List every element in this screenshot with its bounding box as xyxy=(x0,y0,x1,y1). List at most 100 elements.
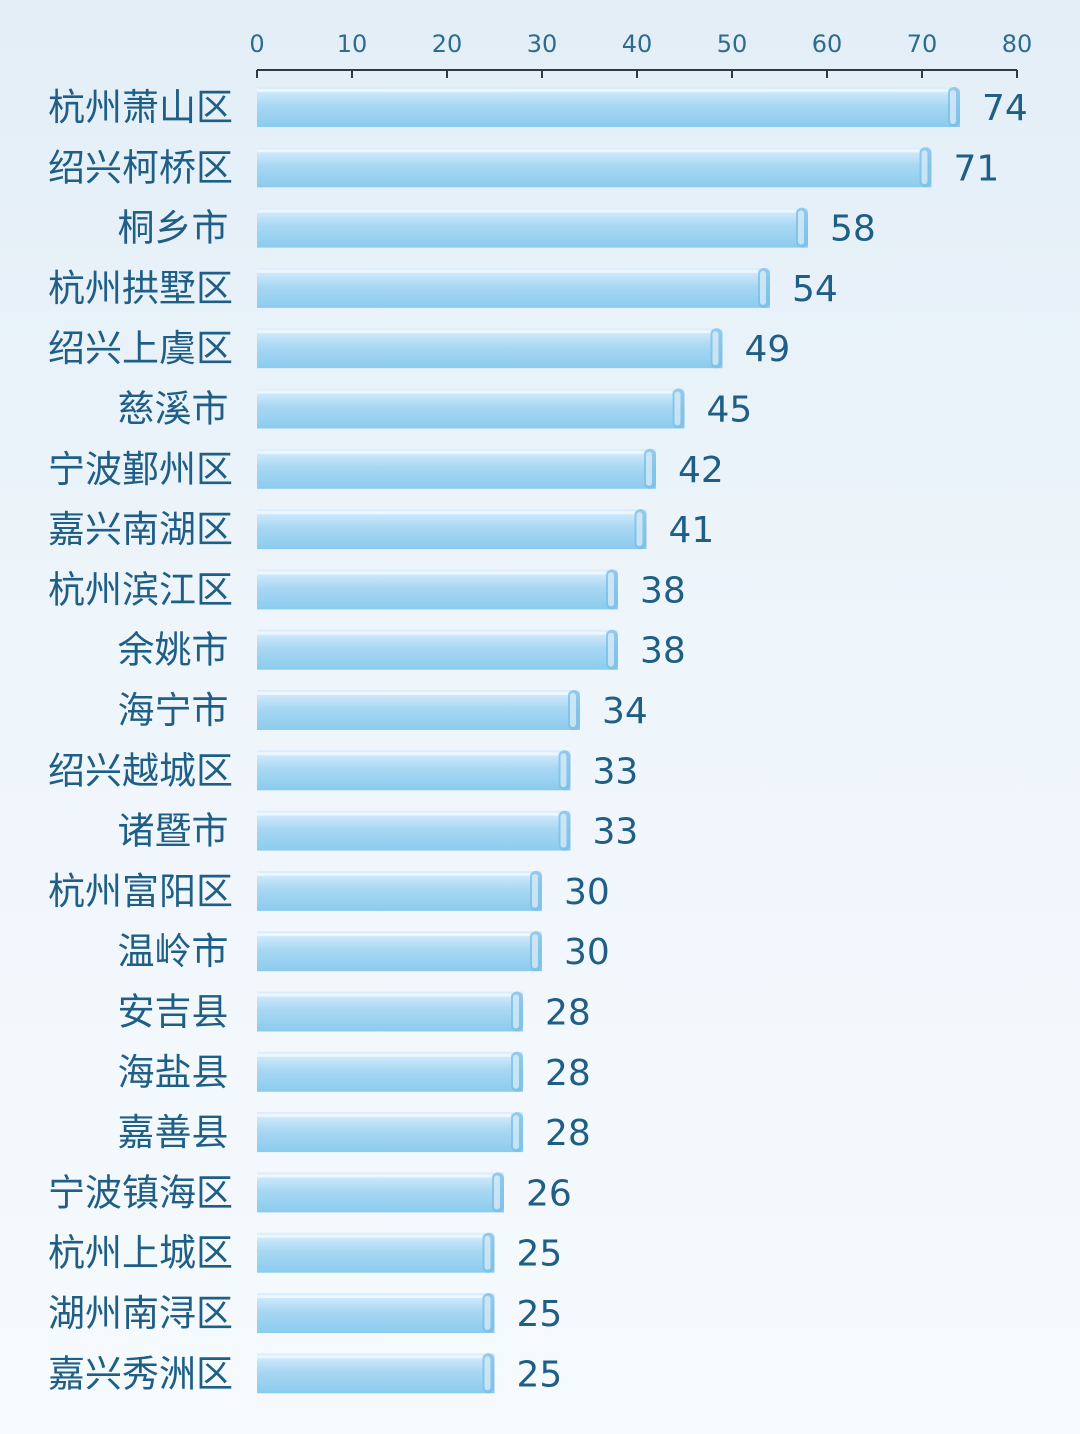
bar-top-highlight xyxy=(257,993,511,997)
bar-top-highlight xyxy=(257,209,796,213)
category-label: 杭州富阳区 xyxy=(48,870,233,913)
bar-end-highlight xyxy=(712,331,719,366)
category-label: 嘉兴南湖区 xyxy=(48,508,233,551)
x-tick-label: 70 xyxy=(907,30,938,58)
value-label: 38 xyxy=(640,570,686,611)
value-label: 33 xyxy=(593,751,639,792)
bar-group xyxy=(257,1353,495,1394)
bar-group xyxy=(257,1232,495,1273)
bar xyxy=(257,87,960,127)
x-axis: 0 10 20 30 40 50 60 70 80 xyxy=(249,30,1032,78)
bar-top-highlight xyxy=(257,1174,492,1178)
bar-end-highlight xyxy=(798,210,804,245)
x-tick-label: 50 xyxy=(717,30,748,58)
bar-group xyxy=(257,267,770,308)
category-label: 桐乡市 xyxy=(118,207,229,250)
bar-top-highlight xyxy=(257,511,635,515)
bars xyxy=(257,87,960,1394)
bar-end-highlight xyxy=(484,1356,491,1391)
bar-top-highlight xyxy=(257,149,920,153)
bar-top-highlight xyxy=(257,692,568,695)
category-label: 绍兴上虞区 xyxy=(48,327,233,370)
bar xyxy=(257,810,571,851)
bar-end-highlight xyxy=(513,1054,519,1089)
bar-end-highlight xyxy=(532,934,538,969)
value-label: 38 xyxy=(640,631,686,672)
bar-group xyxy=(257,147,932,188)
bar-end-highlight xyxy=(484,1296,491,1330)
category-label: 杭州萧山区 xyxy=(48,86,233,129)
value-label: 41 xyxy=(669,510,715,551)
bar-top-highlight xyxy=(257,571,606,575)
bar xyxy=(257,147,932,188)
category-label: 海盐县 xyxy=(118,1051,229,1094)
bar-group xyxy=(257,328,723,369)
bar-top-highlight xyxy=(257,1114,511,1118)
category-labels: 杭州萧山区绍兴柯桥区桐乡市杭州拱墅区绍兴上虞区慈溪市宁波鄞州区嘉兴南湖区杭州滨江… xyxy=(48,86,233,1395)
category-label: 嘉兴秀洲区 xyxy=(48,1352,233,1395)
category-label: 安吉县 xyxy=(118,991,229,1034)
bar-end-highlight xyxy=(513,1115,519,1150)
bar-end-highlight xyxy=(484,1235,491,1270)
bar-end-highlight xyxy=(608,572,614,607)
category-label: 杭州滨江区 xyxy=(48,568,233,611)
bar-group xyxy=(257,931,542,972)
bar-end-highlight xyxy=(921,150,928,185)
value-label: 30 xyxy=(564,872,610,913)
bar-end-highlight xyxy=(646,451,652,486)
x-tick-label: 60 xyxy=(812,30,843,58)
category-label: 嘉善县 xyxy=(118,1111,229,1154)
value-label: 28 xyxy=(545,1053,591,1094)
bar-group xyxy=(257,629,618,670)
value-label: 34 xyxy=(602,691,648,732)
x-tick-label: 10 xyxy=(337,30,368,58)
bar-end-highlight xyxy=(608,632,614,667)
category-label: 绍兴越城区 xyxy=(48,749,233,792)
bar xyxy=(257,388,685,429)
bar-end-highlight xyxy=(513,994,519,1029)
bar-top-highlight xyxy=(257,330,711,334)
bar-top-highlight xyxy=(257,752,559,756)
bar-top-highlight xyxy=(257,812,559,816)
category-label: 宁波鄞州区 xyxy=(48,448,233,491)
bar-top-highlight xyxy=(257,390,673,394)
bar xyxy=(257,1293,495,1333)
x-tick-label: 80 xyxy=(1002,30,1033,58)
value-label: 25 xyxy=(517,1294,563,1335)
bar-group xyxy=(257,690,580,730)
bar-group xyxy=(257,87,960,127)
bar-group xyxy=(257,448,656,489)
category-label: 湖州南浔区 xyxy=(48,1292,233,1335)
bar-top-highlight xyxy=(257,1295,483,1298)
bar-top-highlight xyxy=(257,1355,483,1359)
bar-group xyxy=(257,870,542,911)
bar xyxy=(257,328,723,369)
bar-group xyxy=(257,509,647,550)
category-label: 绍兴柯桥区 xyxy=(48,146,233,189)
value-label: 42 xyxy=(678,450,724,491)
bar-top-highlight xyxy=(257,933,530,937)
bar-group xyxy=(257,207,808,248)
bar-group xyxy=(257,388,685,429)
category-label: 诸暨市 xyxy=(118,810,229,853)
bar-top-highlight xyxy=(257,269,758,273)
value-label: 54 xyxy=(792,269,838,310)
bar-group xyxy=(257,569,618,610)
x-tick-label: 30 xyxy=(527,30,558,58)
value-label: 25 xyxy=(517,1234,563,1275)
bar xyxy=(257,1353,495,1394)
value-label: 28 xyxy=(545,993,591,1034)
bar-group xyxy=(257,1293,495,1333)
bar-top-highlight xyxy=(257,1053,511,1057)
bar-group xyxy=(257,750,571,791)
bar-end-highlight xyxy=(494,1175,500,1210)
bar xyxy=(257,448,656,489)
value-label: 26 xyxy=(526,1173,572,1214)
bar-end-highlight xyxy=(636,512,643,547)
category-label: 杭州上城区 xyxy=(48,1232,233,1275)
value-label: 45 xyxy=(707,390,753,431)
category-label: 海宁市 xyxy=(118,689,229,732)
value-label: 33 xyxy=(593,812,639,853)
